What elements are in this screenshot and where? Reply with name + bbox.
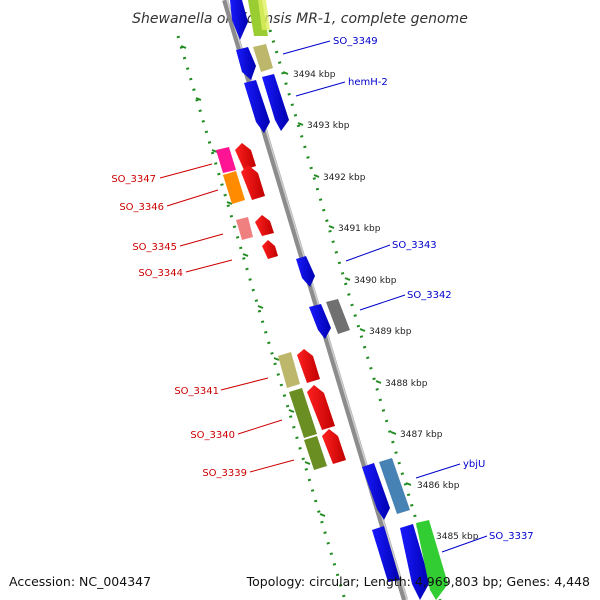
kbp-label-3494: 3494 kbp: [293, 70, 336, 80]
kbp-label-3489: 3489 kbp: [369, 327, 412, 337]
gene-label-SO_3343: SO_3343: [392, 240, 437, 251]
feature-SO_3337-green: [416, 520, 448, 600]
kbp-label-3488: 3488 kbp: [385, 379, 428, 389]
gene-label-SO_3347: SO_3347: [111, 174, 156, 185]
gene-label-hemH-2: hemH-2: [348, 77, 388, 88]
feature-SO_3339: [322, 429, 346, 464]
feature-ybjU: [379, 458, 410, 514]
kbp-label-3492: 3492 kbp: [323, 173, 366, 183]
feature-SO_3347: [235, 143, 256, 170]
gene-label-SO_3346: SO_3346: [119, 202, 164, 213]
feature-SO_3349: [253, 44, 273, 72]
accession-text: Accession: NC_004347: [9, 574, 151, 589]
feature-SO_3340-olive: [289, 388, 317, 438]
page-title: Shewanella oneidensis MR-1, complete gen…: [132, 11, 468, 27]
genome-summary-text: Topology: circular; Length: 4,969,803 bp…: [246, 574, 590, 589]
feature-SO_3341: [297, 349, 320, 383]
outer-major-ticks: [180, 45, 326, 517]
gene-label-ybjU: ybjU: [463, 459, 485, 470]
gene-label-SO_3340: SO_3340: [190, 430, 235, 441]
kbp-label-3485: 3485 kbp: [436, 532, 479, 542]
major-ticks: [282, 71, 427, 537]
kbp-label-3491: 3491 kbp: [338, 224, 381, 234]
feature-SO_3346: [241, 165, 265, 200]
feature-SO_3341-khaki: [278, 352, 300, 388]
gene-label-SO_3339: SO_3339: [202, 468, 247, 479]
feature-SO_3342-blue: [309, 304, 331, 339]
feature-hemH-2-a: [244, 80, 270, 133]
feature-ybjU-blue: [362, 463, 390, 520]
gene-label-SO_3349: SO_3349: [333, 36, 378, 47]
gene-label-SO_3341: SO_3341: [174, 386, 219, 397]
gene-label-SO_3342: SO_3342: [407, 290, 452, 301]
kbp-tick-labels: 3494 kbp 3493 kbp 3492 kbp 3491 kbp 3490…: [293, 70, 479, 542]
feature-SO_3339-olive: [304, 436, 327, 470]
feature-SO_3337-blue-a: [372, 526, 400, 582]
feature-SO_3345: [255, 215, 274, 236]
gene-label-SO_3344: SO_3344: [138, 268, 183, 279]
feature-top-blue: [230, 0, 248, 40]
forward-gene-labels: SO_3349 hemH-2 SO_3343 SO_3342 ybjU SO_3…: [333, 36, 534, 542]
gene-label-SO_3337: SO_3337: [489, 531, 534, 542]
kbp-label-3493: 3493 kbp: [307, 121, 350, 131]
kbp-label-3487: 3487 kbp: [400, 430, 443, 440]
kbp-label-3490: 3490 kbp: [354, 276, 397, 286]
feature-SO_3347-pink: [216, 147, 236, 173]
leader-lines: [159, 40, 488, 553]
inner-tick-track: [268, 29, 442, 600]
reverse-strand-features: [216, 143, 346, 470]
kbp-label-3486: 3486 kbp: [417, 481, 460, 491]
feature-SO_3340: [307, 385, 335, 430]
reverse-gene-labels: SO_3347 SO_3346 SO_3345 SO_3344 SO_3341 …: [111, 174, 247, 479]
gene-label-SO_3345: SO_3345: [132, 242, 177, 253]
forward-strand-features: [230, 0, 448, 600]
feature-SO_3343: [296, 256, 315, 287]
feature-hemH-2: [262, 74, 289, 131]
feature-SO_3342: [326, 299, 350, 334]
feature-SO_3345-light: [236, 217, 253, 240]
feature-SO_3349-blue: [236, 47, 256, 80]
feature-SO_3344: [262, 240, 278, 259]
feature-SO_3346-orange: [223, 171, 245, 204]
feature-SO_3337: [400, 524, 430, 600]
